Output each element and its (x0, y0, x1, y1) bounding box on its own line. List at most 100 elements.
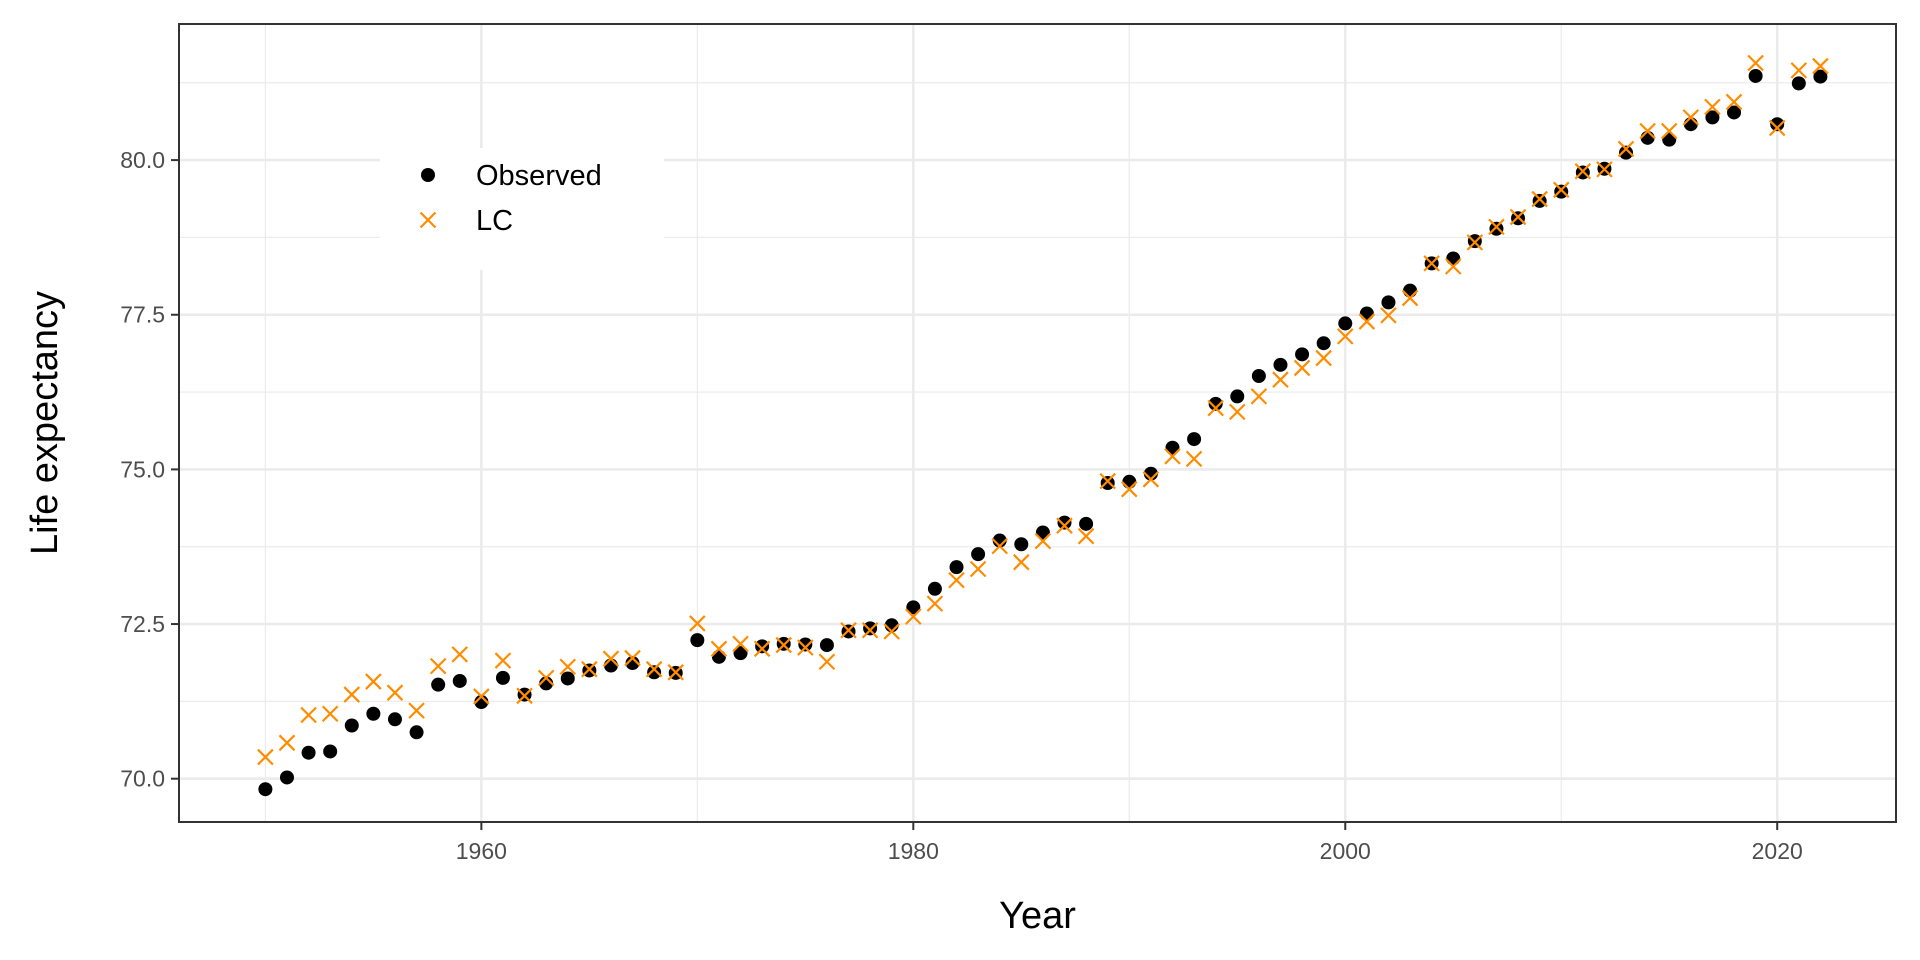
y-axis-title: Life expectancy (24, 291, 66, 555)
lc-point (883, 623, 900, 640)
lc-point (1164, 448, 1181, 465)
observed-point (258, 782, 273, 797)
lc-point (1531, 190, 1548, 208)
lc-point (1272, 371, 1289, 388)
legend-label-lc: LC (476, 205, 513, 237)
observed-point (1554, 184, 1569, 199)
observed-point (1273, 357, 1288, 372)
lc-point (1596, 161, 1613, 178)
lc-point (321, 705, 339, 723)
lc-point (1358, 313, 1376, 330)
y-tick-label: 77.5 (120, 302, 165, 328)
lc-point (710, 640, 728, 658)
observed-point (863, 621, 878, 636)
observed-point (906, 600, 921, 615)
lc-point (278, 734, 296, 752)
y-tick-label: 72.5 (120, 611, 165, 637)
observed-point (387, 712, 402, 727)
lc-point (1444, 258, 1462, 275)
lc-point (1185, 450, 1203, 468)
lc-point (581, 660, 598, 678)
lc-point (991, 537, 1008, 555)
observed-point (625, 656, 640, 671)
observed-point (971, 547, 986, 562)
lc-point (1315, 349, 1332, 367)
y-tick-label: 80.0 (120, 147, 165, 173)
lc-point (1768, 119, 1786, 137)
lc-point (1336, 328, 1354, 345)
observed-point (1640, 130, 1655, 145)
observed-point (1208, 396, 1223, 411)
observed-point (711, 649, 726, 664)
observed-point (1813, 69, 1828, 84)
lc-point (386, 684, 404, 701)
observed-point (452, 673, 467, 688)
legend-label-observed: Observed (476, 160, 602, 192)
observed-point (323, 744, 338, 759)
observed-point (1381, 295, 1396, 310)
lc-point (1617, 140, 1635, 158)
observed-point (344, 718, 359, 733)
legend-key-lc (419, 211, 437, 229)
x-tick-label: 2020 (1752, 838, 1803, 864)
lc-point (1639, 122, 1656, 140)
lc-point (602, 650, 620, 667)
observed-point (603, 658, 618, 673)
observed-point (690, 633, 705, 648)
lc-point (1034, 532, 1052, 550)
lc-point (473, 688, 490, 705)
observed-point (1165, 440, 1180, 455)
observed-point (1251, 368, 1266, 383)
observed-point (1770, 117, 1785, 132)
lc-point (1509, 208, 1527, 226)
observed-point (1683, 117, 1698, 132)
lc-point (861, 621, 879, 639)
lc-point (516, 687, 533, 705)
lc-point (797, 639, 814, 656)
lc-point (1207, 399, 1224, 417)
observed-point (1662, 132, 1677, 147)
y-axis: 70.0 72.5 75.0 77.5 80.0 (120, 147, 179, 792)
lc-point (1121, 480, 1138, 498)
y-tick-label: 75.0 (120, 456, 165, 482)
lc-point (1077, 527, 1095, 545)
lc-point (969, 560, 987, 578)
observed-point (1014, 537, 1029, 552)
lc-point (1466, 234, 1484, 251)
lc-point (1790, 62, 1808, 79)
lc-point (1401, 289, 1419, 307)
observed-point (1035, 525, 1050, 540)
observed-point (798, 637, 813, 652)
observed-point (1532, 193, 1547, 208)
observed-point (755, 639, 770, 654)
observed-point (1187, 432, 1202, 447)
observed-point (1057, 515, 1072, 530)
lc-point (926, 595, 944, 612)
observed-point (1100, 476, 1115, 491)
observed-point (1446, 251, 1461, 266)
observed-point (1122, 474, 1137, 489)
lc-point (1574, 162, 1592, 180)
lc-point (1812, 57, 1829, 75)
lc-point (1229, 403, 1246, 421)
lc-point (537, 669, 555, 687)
observed-point (927, 581, 942, 596)
lc-point (753, 640, 771, 658)
lc-point (818, 653, 836, 671)
observed-point (733, 646, 748, 661)
lc-point (775, 636, 793, 654)
lc-point (624, 649, 641, 667)
legend-key-observed (421, 168, 435, 182)
observed-point (1489, 221, 1504, 236)
lc-point (948, 571, 965, 589)
lc-series (257, 54, 1829, 766)
observed-point (495, 670, 510, 685)
observed-point (1338, 316, 1353, 331)
lc-point (1013, 553, 1030, 571)
lc-point (1747, 54, 1764, 72)
lc-point (365, 673, 382, 690)
lc-point (429, 657, 447, 675)
observed-point (1359, 306, 1374, 321)
lc-point (451, 646, 469, 663)
